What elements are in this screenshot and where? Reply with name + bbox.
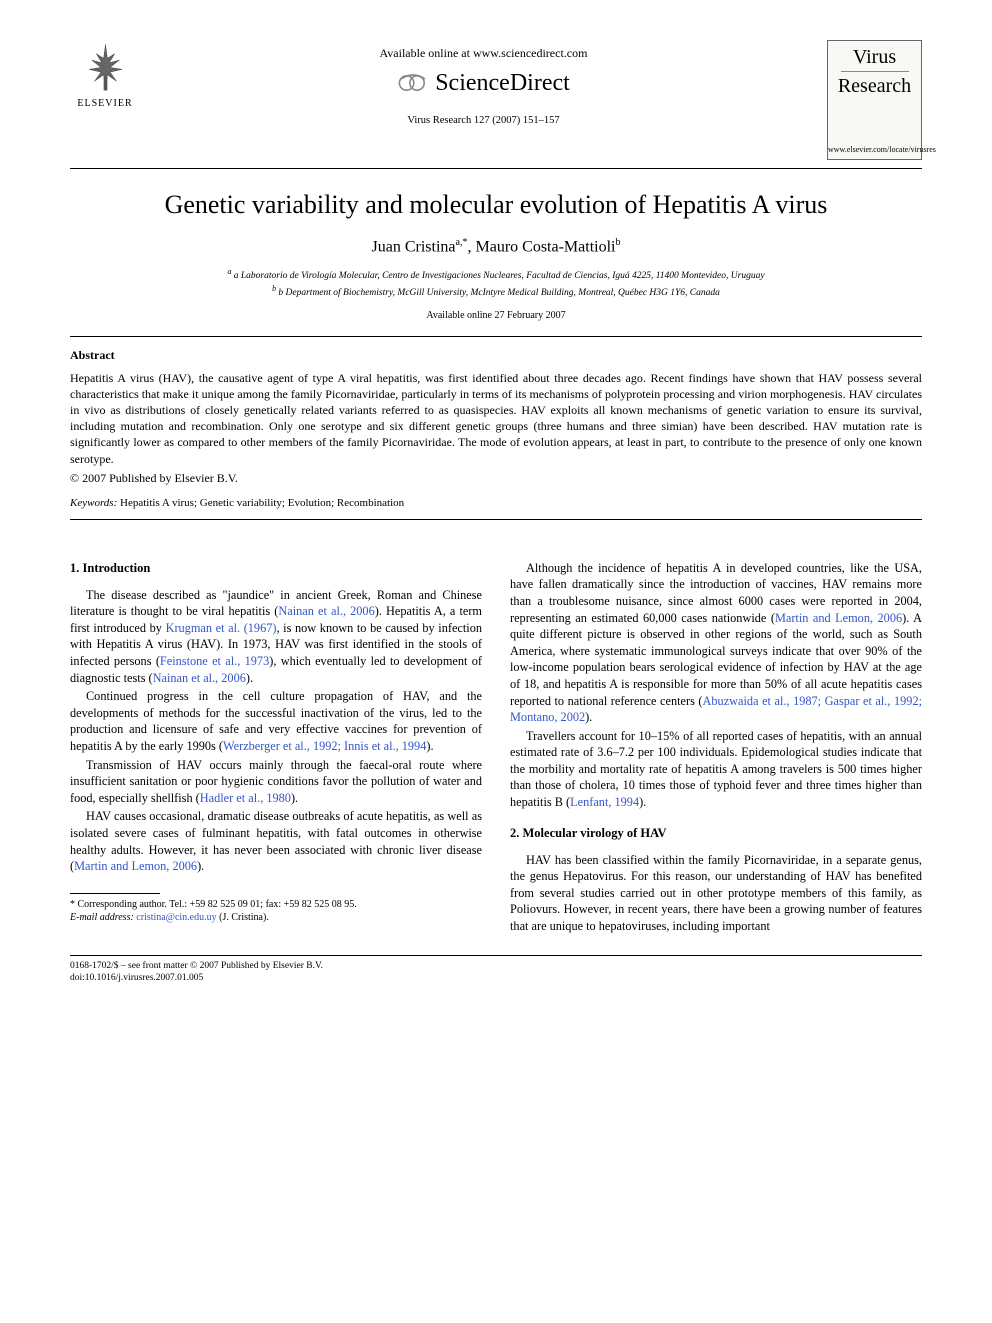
article-title: Genetic variability and molecular evolut… <box>70 187 922 222</box>
footnote-email-tail: (J. Cristina). <box>219 912 269 923</box>
section-1-heading: 1. Introduction <box>70 560 482 577</box>
abstract-copyright: © 2007 Published by Elsevier B.V. <box>70 470 922 486</box>
elsevier-label: ELSEVIER <box>77 97 132 111</box>
s1-p4: HAV causes occasional, dramatic disease … <box>70 808 482 874</box>
journal-reference: Virus Research 127 (2007) 151–157 <box>140 114 827 128</box>
authors: Juan Cristinaa,*, Mauro Costa-Mattiolib <box>70 236 922 258</box>
s1-p6: Travellers account for 10–15% of all rep… <box>510 728 922 811</box>
journal-cover-line1: Virus <box>853 47 896 67</box>
left-column: 1. Introduction The disease described as… <box>70 546 482 937</box>
ref-link[interactable]: Hadler et al., 1980 <box>200 791 291 805</box>
author-2: Mauro Costa-Mattioli <box>475 238 615 255</box>
footnote-email-label: E-mail address: <box>70 912 134 923</box>
ref-link[interactable]: Lenfant, 1994 <box>570 795 639 809</box>
footer-line2: doi:10.1016/j.virusres.2007.01.005 <box>70 972 922 984</box>
elsevier-tree-icon <box>78 40 133 95</box>
s1-p2: Continued progress in the cell culture p… <box>70 688 482 754</box>
ref-link[interactable]: Martin and Lemon, 2006 <box>74 859 197 873</box>
footer-rule <box>70 955 922 956</box>
affiliation-a: a a Laboratorio de Virología Molecular, … <box>70 266 922 283</box>
body-columns: 1. Introduction The disease described as… <box>70 546 922 937</box>
s1-p1: The disease described as "jaundice" in a… <box>70 587 482 687</box>
affiliation-b: b b Department of Biochemistry, McGill U… <box>70 283 922 300</box>
keywords-text: Hepatitis A virus; Genetic variability; … <box>117 497 404 509</box>
ref-link[interactable]: Martin and Lemon, 2006 <box>775 611 902 625</box>
footer: 0168-1702/$ – see front matter © 2007 Pu… <box>70 960 922 985</box>
ref-link[interactable]: Nainan et al., 2006 <box>153 671 246 685</box>
center-header: Available online at www.sciencedirect.co… <box>140 40 827 128</box>
abstract-body: Hepatitis A virus (HAV), the causative a… <box>70 370 922 467</box>
s2-p1: HAV has been classified within the famil… <box>510 852 922 935</box>
footer-line1: 0168-1702/$ – see front matter © 2007 Pu… <box>70 960 922 972</box>
abstract-bottom-rule <box>70 519 922 520</box>
elsevier-logo: ELSEVIER <box>70 40 140 111</box>
journal-cover: Virus Research www.elsevier.com/locate/v… <box>827 40 922 160</box>
ref-link[interactable]: Nainan et al., 2006 <box>278 604 374 618</box>
sciencedirect-text: ScienceDirect <box>435 67 570 99</box>
keywords-label: Keywords: <box>70 497 117 509</box>
sciencedirect-icon <box>397 67 429 99</box>
abstract-top-rule <box>70 336 922 337</box>
available-online-date: Available online 27 February 2007 <box>70 309 922 323</box>
header-row: ELSEVIER Available online at www.science… <box>70 40 922 160</box>
author-2-sup: b <box>615 237 620 248</box>
section-2-heading: 2. Molecular virology of HAV <box>510 825 922 842</box>
keywords: Keywords: Hepatitis A virus; Genetic var… <box>70 496 922 511</box>
journal-cover-line2: Research <box>838 76 911 96</box>
ref-link[interactable]: Werzberger et al., 1992; Innis et al., 1… <box>223 739 426 753</box>
right-column: Although the incidence of hepatitis A in… <box>510 546 922 937</box>
s1-p3: Transmission of HAV occurs mainly throug… <box>70 757 482 807</box>
footnote-rule <box>70 893 160 894</box>
author-1: Juan Cristina <box>372 238 456 255</box>
abstract-label: Abstract <box>70 347 922 363</box>
footnote-tel: * Corresponding author. Tel.: +59 82 525… <box>70 898 482 911</box>
footnote-email[interactable]: cristina@cin.edu.uy <box>134 912 219 923</box>
sciencedirect-logo: ScienceDirect <box>397 67 570 99</box>
available-online-text: Available online at www.sciencedirect.co… <box>140 45 827 61</box>
s1-p5: Although the incidence of hepatitis A in… <box>510 560 922 726</box>
ref-link[interactable]: Krugman et al. (1967) <box>166 621 277 635</box>
journal-url: www.elsevier.com/locate/virusres <box>828 145 921 156</box>
top-rule <box>70 168 922 169</box>
author-1-sup: a,* <box>456 237 468 248</box>
corresponding-footnote: * Corresponding author. Tel.: +59 82 525… <box>70 898 482 924</box>
ref-link[interactable]: Feinstone et al., 1973 <box>160 654 269 668</box>
